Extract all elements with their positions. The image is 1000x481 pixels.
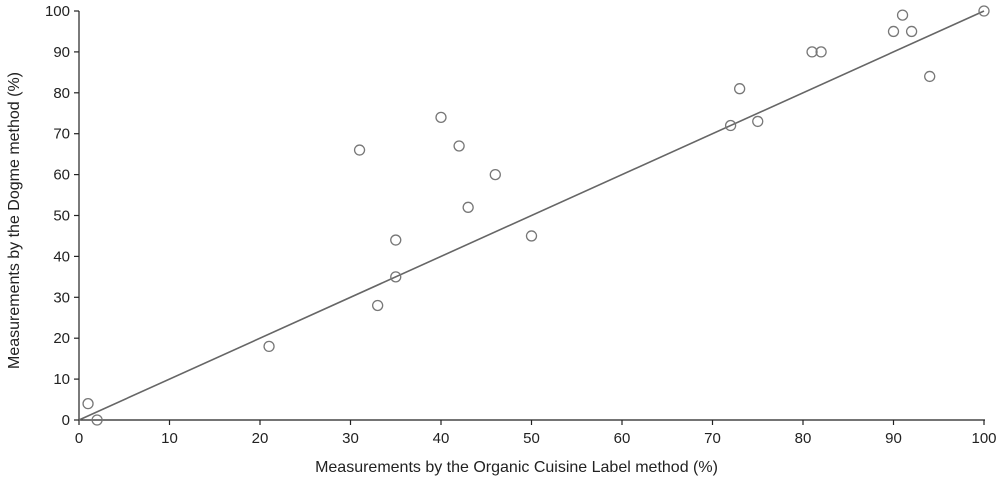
data-point xyxy=(896,9,909,21)
data-point xyxy=(453,140,465,152)
x-tick-label: 0 xyxy=(75,430,83,447)
data-point xyxy=(887,25,900,38)
y-tick-label: 60 xyxy=(53,167,70,184)
x-tick-label: 90 xyxy=(885,430,902,447)
data-point xyxy=(390,271,402,283)
x-tick-label: 100 xyxy=(971,430,996,447)
x-tick-label: 30 xyxy=(342,430,359,447)
x-axis-title: Measurements by the Organic Cuisine Labe… xyxy=(315,459,718,476)
data-point xyxy=(905,25,918,38)
data-point xyxy=(978,5,990,17)
data-point xyxy=(371,299,384,312)
data-point xyxy=(462,201,474,213)
x-tick-label: 60 xyxy=(614,430,631,447)
x-tick-label: 20 xyxy=(252,430,269,447)
y-tick-label: 50 xyxy=(53,208,70,225)
data-point xyxy=(752,115,764,128)
x-tick-label: 10 xyxy=(161,430,178,447)
y-tick-label: 30 xyxy=(53,289,70,306)
data-point xyxy=(390,234,402,246)
data-point xyxy=(263,340,275,353)
y-tick-label: 10 xyxy=(53,371,70,388)
data-point xyxy=(724,119,737,132)
y-axis-ticks: 0 10 20 30 40 50 60 70 80 90 100 xyxy=(45,3,79,429)
data-points xyxy=(82,5,990,426)
x-tick-label: 80 xyxy=(795,430,812,447)
y-tick-label: 0 xyxy=(62,412,70,429)
x-axis-ticks: 0 10 20 30 40 50 60 70 80 90 100 xyxy=(75,420,997,447)
reference-line xyxy=(78,10,985,421)
x-tick-label: 70 xyxy=(704,430,721,447)
data-point xyxy=(489,168,501,181)
data-point xyxy=(734,83,746,95)
data-point xyxy=(806,46,818,58)
data-point xyxy=(82,397,94,410)
data-point xyxy=(525,230,538,242)
y-tick-label: 20 xyxy=(53,330,70,347)
data-point xyxy=(924,70,936,83)
x-tick-label: 50 xyxy=(523,430,540,447)
data-point xyxy=(353,144,366,156)
y-axis-title: Measurements by the Dogme method (%) xyxy=(6,72,23,369)
y-tick-label: 80 xyxy=(53,85,70,102)
y-tick-label: 70 xyxy=(53,126,70,143)
x-tick-label: 40 xyxy=(433,430,450,447)
y-tick-label: 90 xyxy=(53,44,70,61)
data-point xyxy=(815,46,827,58)
y-tick-label: 100 xyxy=(45,3,70,20)
data-point xyxy=(435,111,447,123)
y-tick-label: 40 xyxy=(53,248,70,265)
data-point xyxy=(91,414,103,426)
